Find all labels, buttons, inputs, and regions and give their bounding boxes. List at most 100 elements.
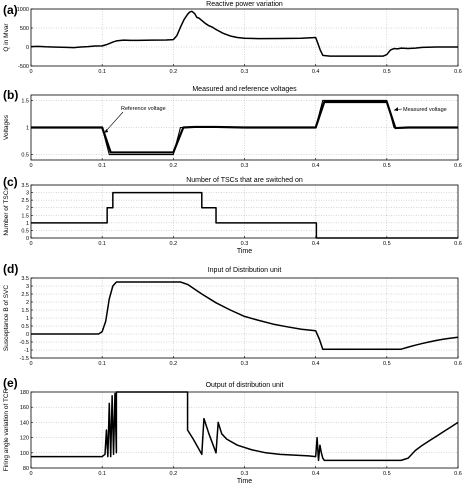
x-tick-label: 0.1 bbox=[98, 241, 106, 247]
x-tick-label: 0 bbox=[29, 241, 32, 247]
annotation-measured-voltage: Measured voltage bbox=[403, 107, 447, 113]
annotation-arrowhead bbox=[104, 128, 109, 133]
x-tick-label: 0.3 bbox=[241, 471, 249, 477]
y-tick-label: 120 bbox=[20, 436, 29, 442]
chart-panel-3: (c) Number of TSCs that are switched on 0 0… bbox=[3, 175, 462, 255]
y-tick-label: 100 bbox=[20, 451, 29, 457]
panel-title: Reactive power variation bbox=[206, 1, 283, 8]
x-tick-label: 0 bbox=[29, 163, 32, 169]
y-tick-label: 3.5 bbox=[21, 276, 29, 282]
x-tick-label: 0.2 bbox=[170, 69, 178, 75]
x-tick-label: 0.1 bbox=[98, 163, 106, 169]
plot-frame bbox=[30, 277, 459, 359]
y-tick-label: 2 bbox=[26, 206, 29, 212]
x-tick-label: 0.4 bbox=[312, 163, 320, 169]
y-tick-label: 80 bbox=[23, 466, 29, 472]
plot-frame bbox=[30, 391, 459, 469]
y-tick-label: 2.5 bbox=[21, 292, 29, 298]
y-tick-label: 1.5 bbox=[21, 98, 29, 104]
panel-title: Output of distribution unit bbox=[206, 382, 284, 389]
x-tick-label: 0.1 bbox=[98, 471, 106, 477]
y-tick-label: 160 bbox=[20, 405, 29, 411]
y-axis-label: Number of TSCs bbox=[3, 187, 10, 236]
x-tick-label: 0.3 bbox=[241, 69, 249, 75]
y-tick-label: 500 bbox=[20, 26, 29, 32]
x-tick-label: 0.2 bbox=[170, 471, 178, 477]
y-tick-label: 1 bbox=[26, 316, 29, 322]
y-tick-label: 1.5 bbox=[21, 308, 29, 314]
chart-panel-4: (d) Input of Distribution unit 0 0.1 0.2 0.3 0… bbox=[3, 262, 462, 367]
x-tick-label: 0.5 bbox=[383, 69, 391, 75]
y-tick-label: -1.5 bbox=[20, 356, 29, 362]
x-tick-label: 0.4 bbox=[312, 69, 320, 75]
x-tick-label: 0.4 bbox=[312, 361, 320, 367]
y-tick-label: 0 bbox=[26, 45, 29, 51]
x-tick-label: 0.6 bbox=[454, 361, 462, 367]
y-axis-label: Susceptance B of SVC bbox=[3, 285, 10, 351]
x-tick-label: 0.4 bbox=[312, 241, 320, 247]
series-line bbox=[31, 391, 459, 462]
y-tick-label: 180 bbox=[20, 390, 29, 396]
x-tick-label: 0 bbox=[29, 69, 32, 75]
y-axis-label: Voltages bbox=[3, 114, 10, 140]
x-tick-label: 0.5 bbox=[383, 163, 391, 169]
x-tick-label: 0.1 bbox=[98, 361, 106, 367]
y-tick-label: 0.5 bbox=[21, 153, 29, 159]
x-tick-label: 0 bbox=[29, 361, 32, 367]
chart-panel-2: (b) Measured and reference voltages 0 0.1 0.… bbox=[3, 86, 462, 169]
x-tick-label: 0.6 bbox=[454, 471, 462, 477]
y-tick-label: 0 bbox=[26, 332, 29, 338]
series-line bbox=[31, 281, 459, 350]
panel-title: Input of Distribution unit bbox=[208, 267, 282, 274]
y-tick-label: 1.5 bbox=[21, 213, 29, 219]
x-tick-label: 0 bbox=[29, 471, 32, 477]
x-tick-label: 0.1 bbox=[98, 69, 106, 75]
series-line-measured-voltage bbox=[31, 100, 458, 154]
panel-letter: (c) bbox=[3, 175, 18, 189]
panel-letter: (d) bbox=[3, 262, 18, 276]
y-tick-label: 0.5 bbox=[21, 228, 29, 234]
y-axis-label: Firing angle variation of TCR bbox=[3, 388, 10, 471]
x-axis-label: Time bbox=[237, 248, 252, 255]
x-tick-label: 0.3 bbox=[241, 361, 249, 367]
y-tick-label: -500 bbox=[18, 64, 29, 70]
x-tick-label: 0.6 bbox=[454, 163, 462, 169]
x-tick-label: 0.5 bbox=[383, 241, 391, 247]
y-tick-label: 2.5 bbox=[21, 198, 29, 204]
panel-letter: (b) bbox=[3, 88, 18, 102]
x-tick-label: 0.2 bbox=[170, 163, 178, 169]
y-tick-label: 140 bbox=[20, 420, 29, 426]
y-tick-label: 1 bbox=[26, 126, 29, 132]
annotation-reference-voltage: Reference voltage bbox=[121, 106, 166, 112]
x-tick-label: 0.2 bbox=[170, 361, 178, 367]
y-tick-label: 0.5 bbox=[21, 324, 29, 330]
plot-frame bbox=[30, 184, 459, 239]
panel-title: Measured and reference voltages bbox=[192, 86, 297, 93]
x-tick-label: 0.5 bbox=[383, 361, 391, 367]
chart-panel-5: (e) Output of distribution unit 0 0.1 0.2 0.3… bbox=[3, 376, 462, 485]
y-tick-label: 1000 bbox=[17, 7, 29, 13]
chart-panel-1: (a) Reactive power variation 0 0.1 0.2 0.3 0.4… bbox=[3, 1, 462, 75]
panel-title: Number of TSCs that are switched on bbox=[186, 177, 303, 184]
x-axis-label: Time bbox=[237, 478, 252, 485]
panel-letter: (a) bbox=[3, 3, 18, 17]
y-tick-label: 2 bbox=[26, 300, 29, 306]
y-tick-label: 1 bbox=[26, 221, 29, 227]
y-tick-label: -1 bbox=[24, 348, 29, 354]
y-axis-label: Q in Mvar bbox=[3, 23, 10, 52]
x-tick-label: 0.5 bbox=[383, 471, 391, 477]
series-line bbox=[31, 191, 458, 239]
x-tick-label: 0.6 bbox=[454, 241, 462, 247]
annotation-arrowhead bbox=[393, 107, 398, 112]
x-tick-label: 0.6 bbox=[454, 69, 462, 75]
x-tick-label: 0.2 bbox=[170, 241, 178, 247]
annotation-arrow bbox=[104, 111, 124, 134]
y-tick-label: 3 bbox=[26, 191, 29, 197]
panel-letter: (e) bbox=[3, 376, 18, 390]
x-tick-label: 0.3 bbox=[241, 163, 249, 169]
y-tick-label: 3.5 bbox=[21, 183, 29, 189]
plot-frame bbox=[30, 8, 459, 67]
x-tick-label: 0.4 bbox=[312, 471, 320, 477]
x-tick-label: 0.3 bbox=[241, 241, 249, 247]
